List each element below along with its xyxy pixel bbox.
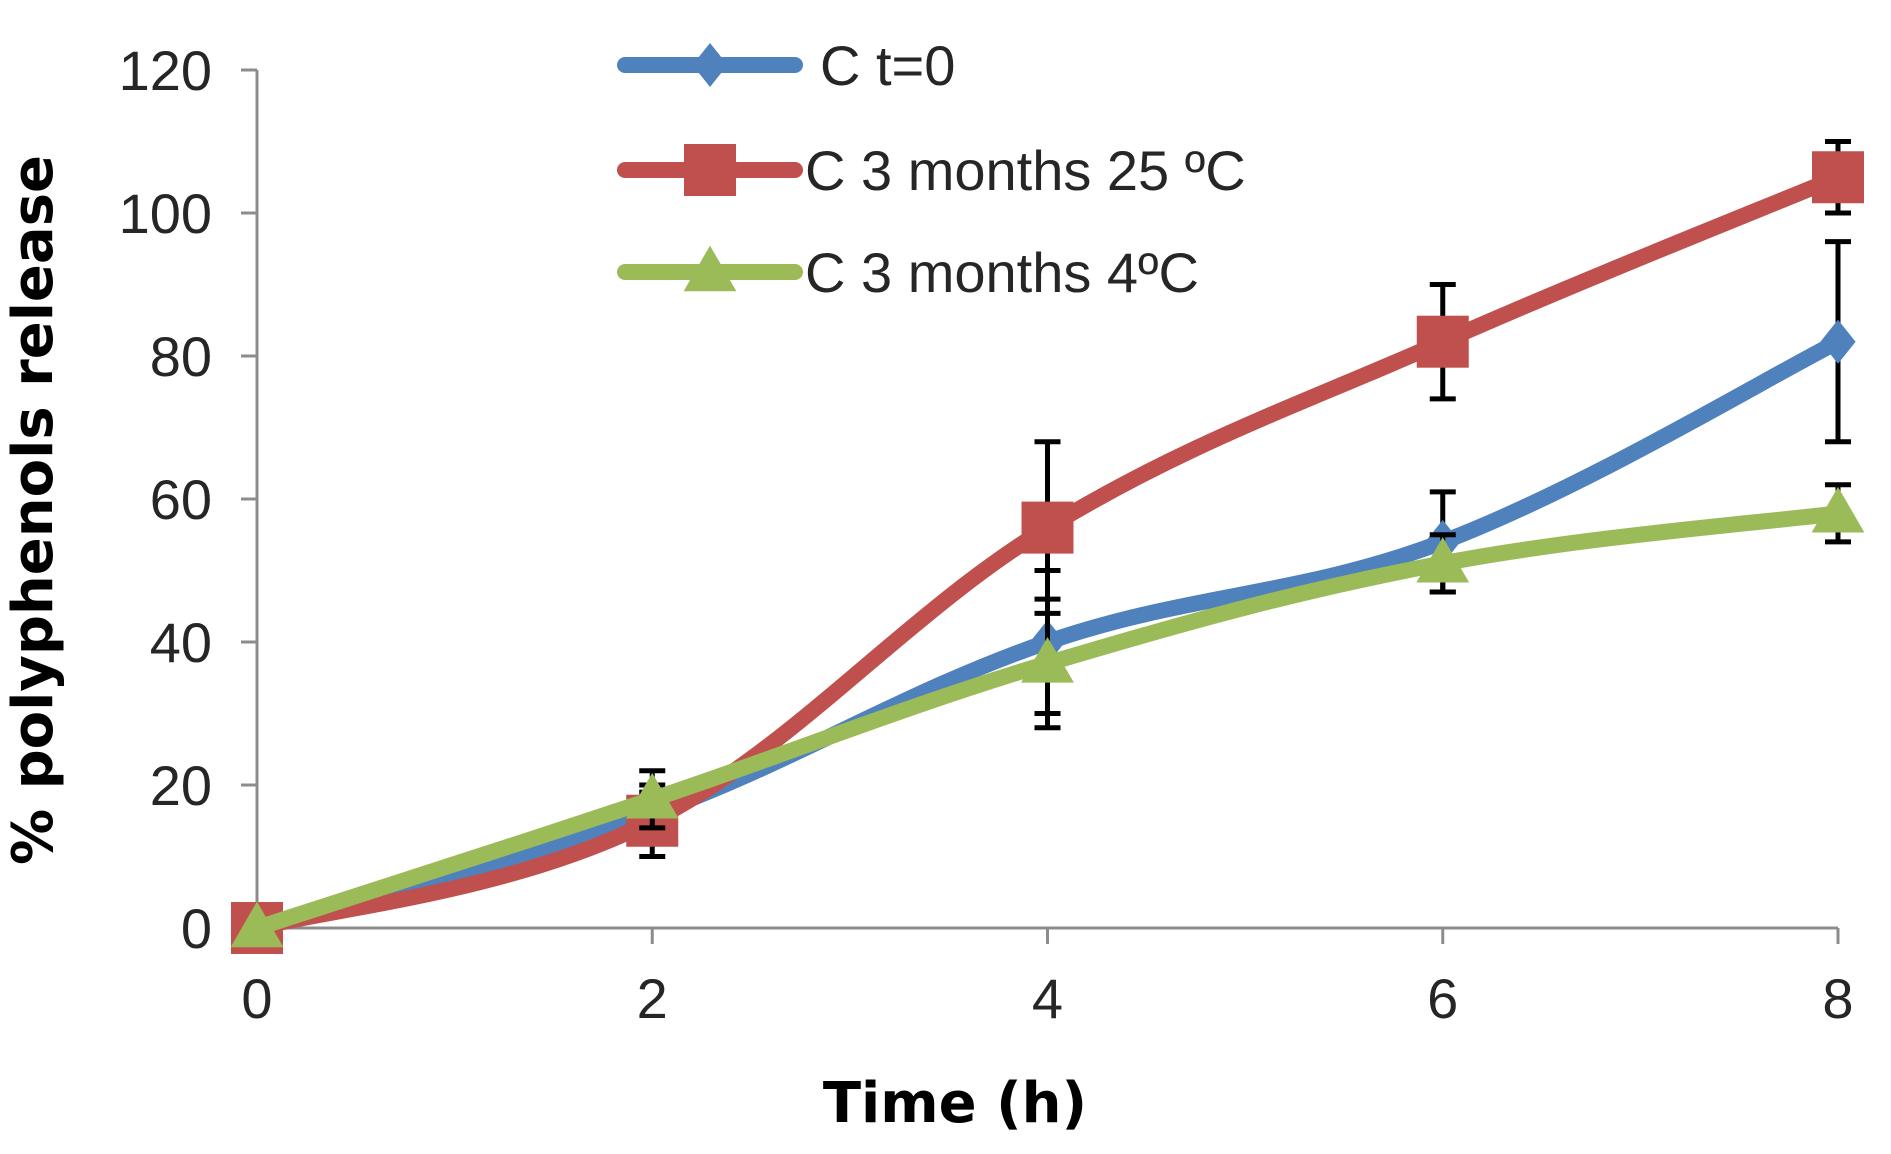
x-axis-title: Time (h) [823, 1071, 1087, 1136]
marker-diamond [692, 43, 728, 87]
y-axis-title: % polyphenols release [1, 155, 66, 865]
legend-label: C 3 months 25 ºC [805, 139, 1246, 202]
x-tick-label: 2 [637, 967, 668, 1030]
series-layer [230, 139, 1865, 954]
legend-label: C 3 months 4ºC [805, 241, 1199, 304]
legend-entry: C 3 months 25 ºC [617, 139, 1246, 202]
x-tick-label: 8 [1822, 967, 1853, 1030]
axes: 0 20 40 60 80 100 120 0 2 4 6 8 [119, 39, 1854, 1030]
x-tick-label: 6 [1427, 967, 1458, 1030]
marker-diamond [1820, 319, 1856, 364]
y-tick-label: 80 [150, 325, 212, 388]
marker-triangle [625, 772, 679, 819]
legend: C t=0 C 3 months 25 ºC C 3 months 4ºC [617, 34, 1246, 304]
marker-triangle [1021, 637, 1074, 683]
x-tick-label: 0 [241, 967, 272, 1030]
legend-entry: C 3 months 4ºC [617, 241, 1199, 304]
marker-triangle [230, 901, 284, 948]
x-tick-label: 4 [1032, 967, 1063, 1030]
legend-label: C t=0 [820, 34, 955, 97]
marker-square [684, 144, 736, 196]
y-tick-label: 0 [181, 897, 212, 960]
y-tick-label: 120 [119, 39, 212, 102]
marker-square [1021, 501, 1074, 554]
y-tick-label: 60 [150, 468, 212, 531]
legend-entry: C t=0 [617, 34, 955, 97]
marker-square [1416, 315, 1469, 368]
marker-triangle [683, 245, 737, 292]
marker-triangle [1416, 536, 1470, 583]
marker-square [1812, 151, 1864, 204]
y-tick-label: 100 [119, 182, 212, 245]
series-triangle [230, 482, 1865, 948]
marker-triangle [1811, 486, 1865, 533]
y-tick-label: 40 [150, 611, 212, 674]
y-tick-label: 20 [150, 754, 212, 817]
